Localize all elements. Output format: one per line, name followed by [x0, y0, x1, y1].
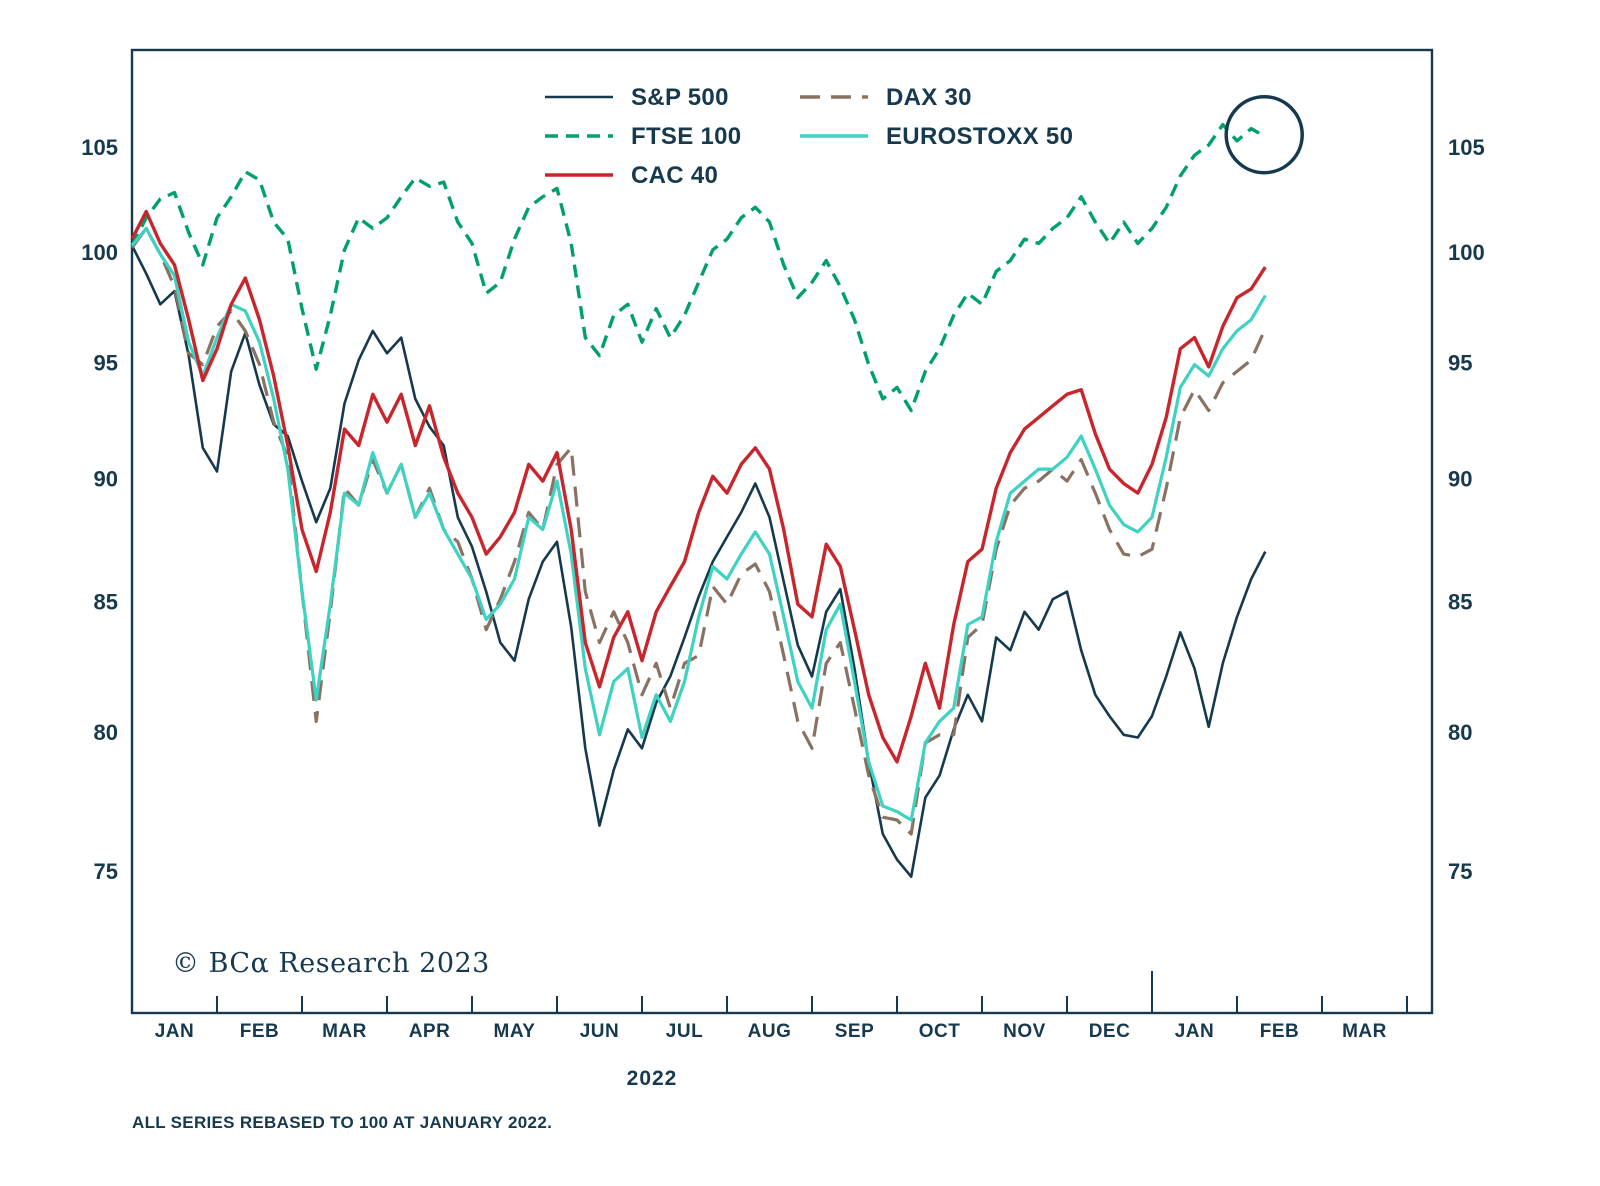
- x-month-label: MAR: [1342, 1021, 1387, 1042]
- axes: 75 75 80 80 85 85 90 90 95 95 100 100 105 105 JAN FEB MA…: [81, 135, 1484, 1042]
- series-lines: [130, 122, 1267, 878]
- plot-border: [130, 48, 1434, 1015]
- legend-item: DAX 30: [800, 84, 972, 111]
- legend-item: S&P 500: [545, 84, 729, 111]
- x-month-label: JUL: [666, 1021, 703, 1042]
- y-tick-label-right: 90: [1448, 467, 1472, 492]
- y-tick-label-left: 95: [94, 350, 118, 375]
- x-month-label: FEB: [1260, 1021, 1300, 1042]
- plot-frame: [130, 48, 1434, 1015]
- x-month-label: DEC: [1089, 1021, 1131, 1042]
- highlight-circle: [1224, 94, 1304, 175]
- series-line-cac-40: [130, 209, 1267, 764]
- y-tick-label-right: 85: [1448, 590, 1472, 615]
- series-line-s-p-500: [130, 244, 1267, 878]
- y-tick-label-right: 100: [1448, 240, 1485, 265]
- y-tick-label-left: 105: [81, 135, 118, 160]
- x-month-label: FEB: [240, 1021, 280, 1042]
- x-axis-year-label: 2022: [627, 1067, 678, 1090]
- copyright-text: © BCα Research 2023: [172, 948, 490, 979]
- y-tick-label-left: 100: [81, 240, 118, 265]
- y-tick-label-left: 85: [94, 590, 118, 615]
- x-month-label: JUN: [580, 1021, 620, 1042]
- y-tick-label-right: 95: [1448, 350, 1472, 375]
- legend-item-label: FTSE 100: [631, 123, 741, 150]
- annotations: [1224, 94, 1304, 175]
- legend-item-label: EUROSTOXX 50: [886, 123, 1073, 150]
- legend-item: FTSE 100: [545, 123, 741, 150]
- x-month-label: MAY: [494, 1021, 536, 1042]
- x-month-label: JAN: [155, 1021, 195, 1042]
- y-tick-label-right: 105: [1448, 135, 1485, 160]
- series-line-ftse-100: [130, 122, 1267, 413]
- y-tick-label-right: 80: [1448, 720, 1472, 745]
- legend-item: EUROSTOXX 50: [800, 123, 1073, 150]
- y-tick-label-left: 80: [94, 720, 118, 745]
- series-line-dax-30: [130, 226, 1267, 836]
- x-month-label: OCT: [919, 1021, 961, 1042]
- legend-item-label: CAC 40: [631, 162, 718, 189]
- x-month-label: SEP: [835, 1021, 875, 1042]
- x-month-label: AUG: [748, 1021, 792, 1042]
- x-month-label: NOV: [1003, 1021, 1046, 1042]
- legend: S&P 500 FTSE 100 CAC 40 DAX 30 EUROSTOXX 50: [545, 84, 1073, 189]
- y-tick-label-left: 90: [94, 467, 118, 492]
- x-month-label: JAN: [1175, 1021, 1215, 1042]
- legend-item: CAC 40: [545, 162, 718, 189]
- series-line-eurostoxx-50: [130, 226, 1267, 822]
- y-tick-label-right: 75: [1448, 859, 1472, 884]
- x-month-label: MAR: [322, 1021, 367, 1042]
- legend-item-label: S&P 500: [631, 84, 729, 111]
- legend-item-label: DAX 30: [886, 84, 972, 111]
- y-tick-label-left: 75: [94, 859, 118, 884]
- x-month-label: APR: [409, 1021, 451, 1042]
- footnote-text: ALL SERIES REBASED TO 100 AT JANUARY 202…: [132, 1113, 552, 1132]
